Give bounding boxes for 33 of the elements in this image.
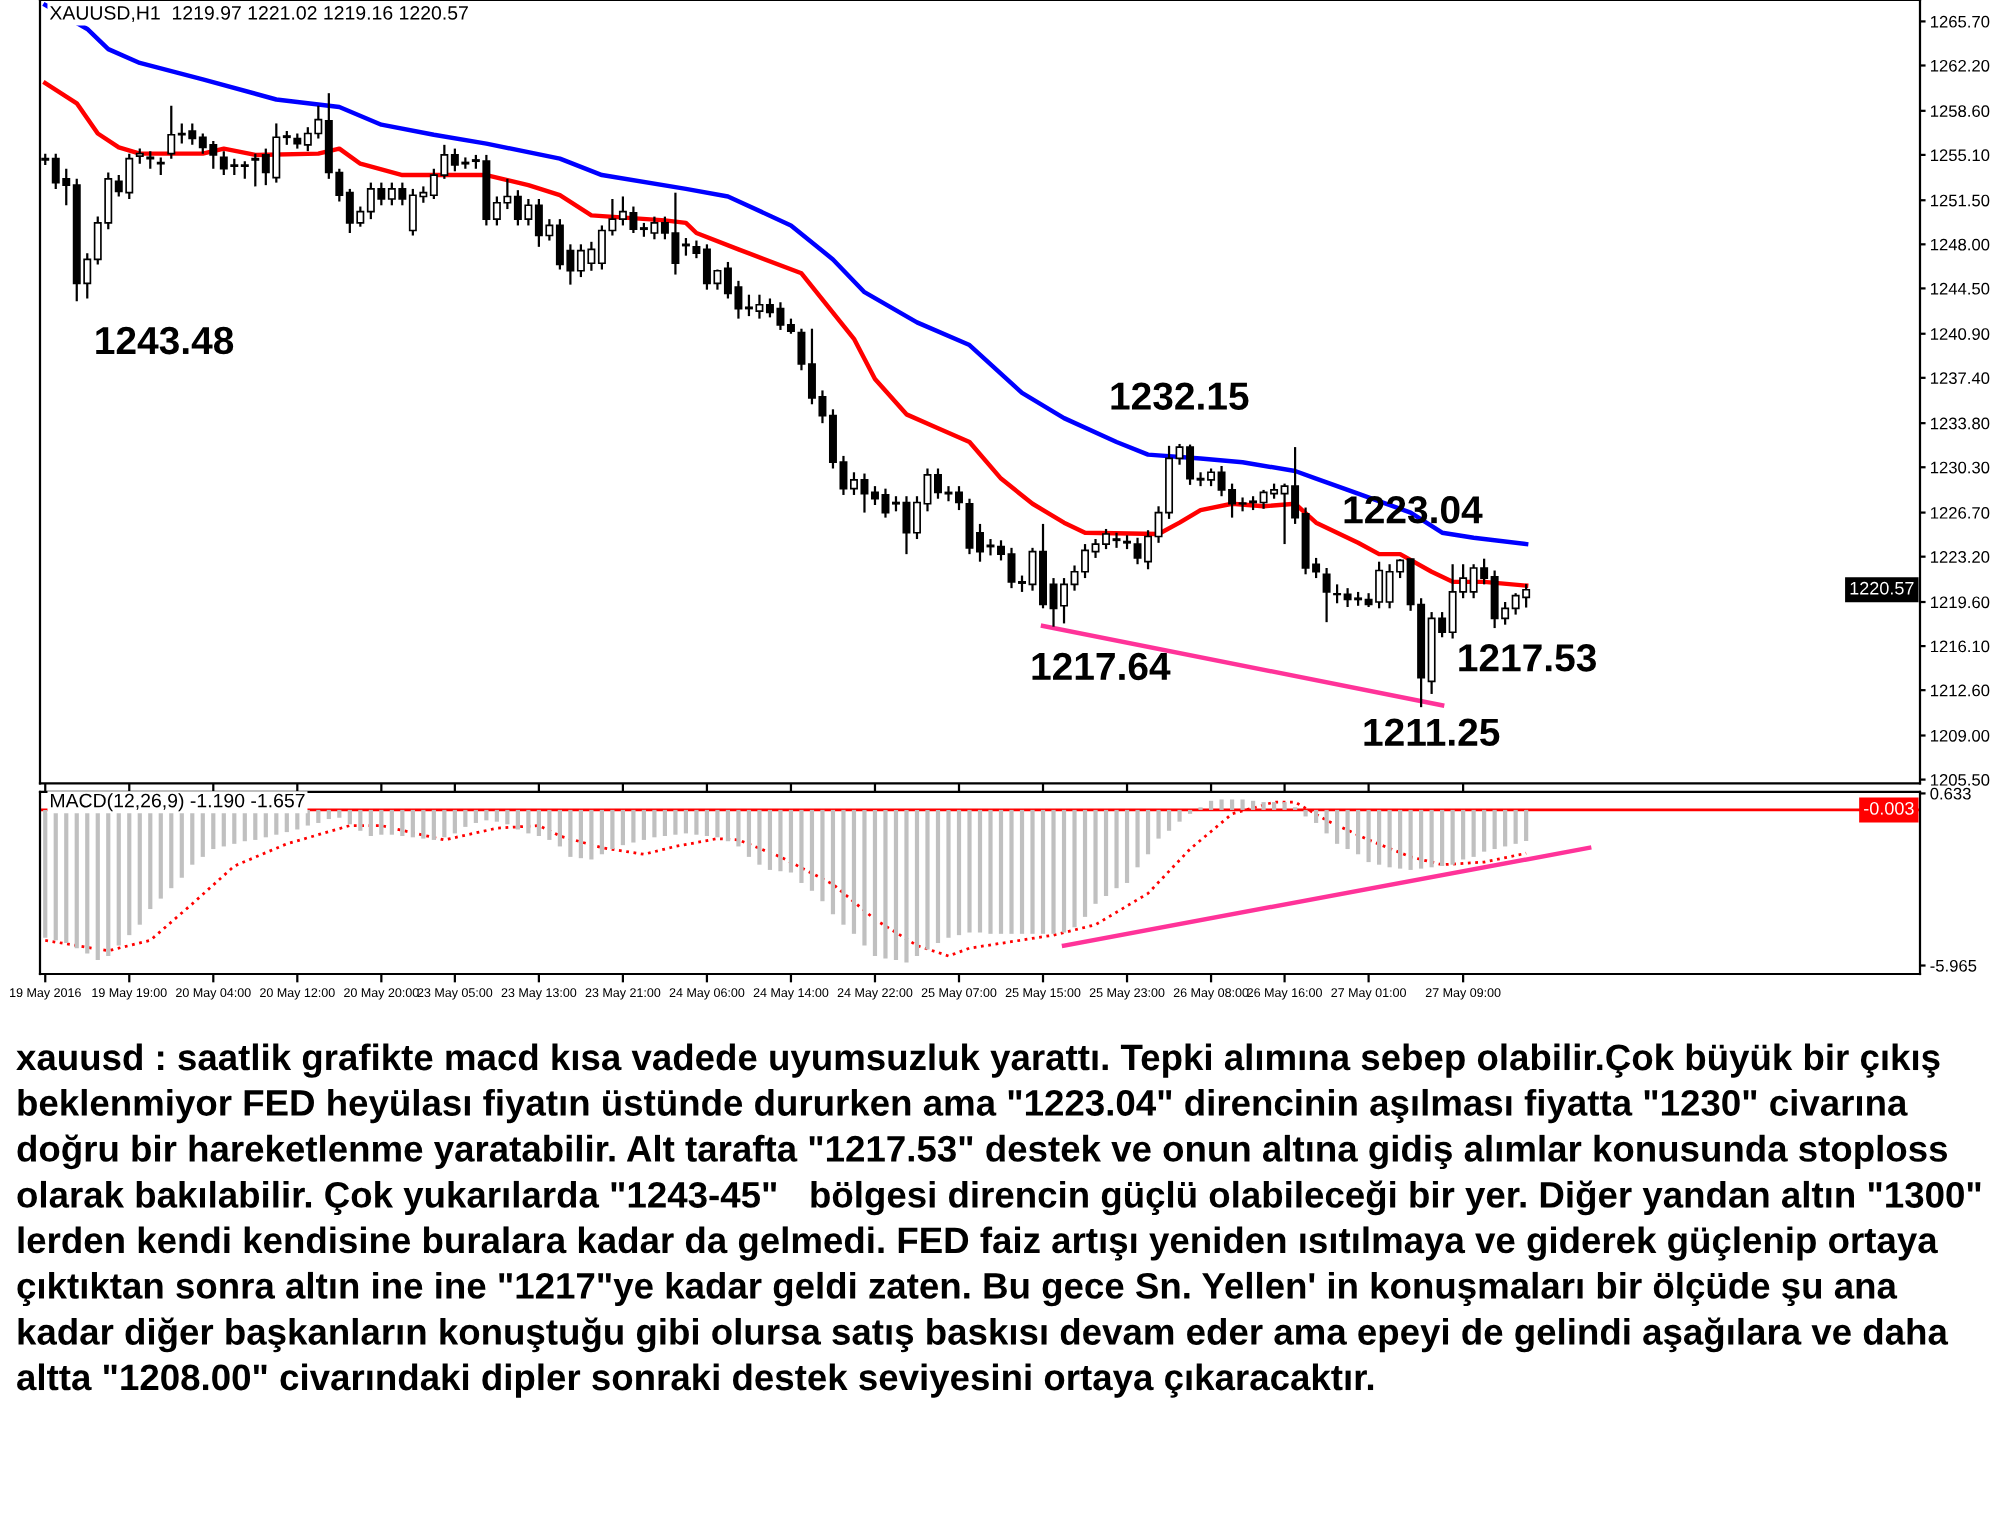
y-tick-label: 1265.70	[1930, 15, 1990, 28]
y-tick-label: 1262.20	[1930, 59, 1990, 72]
y-tick-label: 1209.00	[1930, 729, 1990, 742]
y-tick-label: 0.633	[1930, 787, 1971, 800]
text: xauusd : saatlik grafikte macd kısa vadede uyumsuzluk yarattı. Tepki alımına sebep olabilir.Çok büyük bir çıkış beklenmiyor FED heyülası fiyatın üstünde dururken ama "1223.04" direncinin aşılması fiyatta "1230" civarına doğru bir hareketlenme yaratabilir. Alt tarafta "1217.53" destek ve onun altına gidiş alımlar konusunda stoploss olarak bakılabilir. Çok yukarılarda "1243-45" bölgesi direncin güçlü olabileceği bir yer. Diğer yandan altın "1300" lerden kendi kendisine buralara kadar da gelmedi. FED faiz artışı yeniden ısıtılmaya ve giderek güçlenip ortaya çıktıktan sonra altın ine ine "1217"ye kadar geldi zaten. Bu gece Sn. Yellen' in konuşmaları bir ölçüde şu ana kadar diğer başkanların konuştuğu gibi olursa satış baskısı devam eder ama epeyi de gelindi aşağılara ve daha altta "1208.00" civarındaki dipler sonraki destek seviyesini ortaya çıkaracaktır.	[16, 1043, 1981, 1398]
y-tick-label: 1205.50	[1930, 773, 1990, 786]
y-tick-label: 1230.30	[1930, 461, 1990, 474]
y-tick-label: 1251.50	[1930, 194, 1990, 207]
y-tick-label: 1240.90	[1930, 328, 1990, 340]
annotation: 1243.48	[96, 326, 234, 355]
annotation: 1217.64	[1032, 652, 1171, 681]
y-tick-label: 1223.20	[1930, 551, 1990, 563]
y-tick-label: 1226.70	[1930, 506, 1990, 519]
chart-title: MACD(12,26,9) -1.190 -1.657	[51, 793, 305, 812]
annotation: 1217.53	[1459, 644, 1596, 672]
y-tick-label: 1255.10	[1930, 149, 1990, 162]
y-tick-label: 1258.60	[1930, 105, 1990, 118]
chart-title: XAUUSD,H1 1219.97 1221.02 1219.16 1220.57	[49, 6, 468, 23]
annotation: 1211.25	[1364, 718, 1500, 747]
line-series	[43, 80, 1529, 588]
annotation: 1232.15	[1111, 382, 1249, 411]
y-tick-label: 1212.60	[1930, 684, 1990, 697]
candlestick	[1322, 566, 1331, 624]
y-tick-label: 1233.80	[1930, 417, 1990, 430]
line-series	[43, 2, 1529, 547]
annotation: 1220.57	[1850, 581, 1914, 595]
y-tick-label: 1219.60	[1930, 596, 1990, 609]
y-tick-label: -5.965	[1930, 959, 1977, 972]
y-tick-label: 1237.40	[1930, 372, 1990, 385]
y-tick-label: 1244.50	[1930, 282, 1990, 295]
y-tick-label: 1216.10	[1930, 640, 1990, 653]
annotation: -0.003	[1864, 801, 1914, 815]
y-tick-label: 1248.00	[1930, 238, 1990, 251]
